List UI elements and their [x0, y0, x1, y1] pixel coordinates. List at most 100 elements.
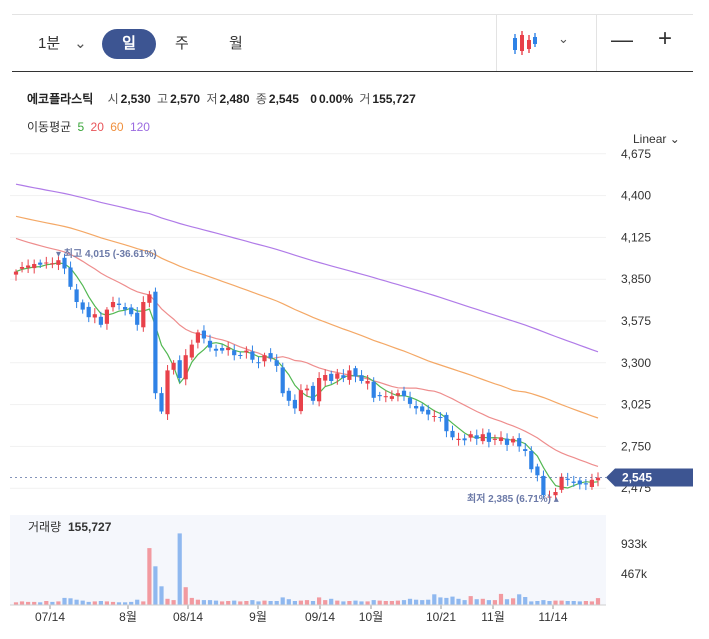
volume-bar [262, 600, 267, 605]
volume-bar [335, 600, 340, 605]
volume-bar [444, 597, 449, 605]
candle-body [238, 355, 243, 356]
volume-bar [159, 586, 164, 605]
volume-bar [571, 601, 576, 605]
scale-selector[interactable]: Linear ⌄ [633, 132, 680, 146]
candle-body [98, 316, 103, 325]
candle-body [165, 370, 170, 415]
candle-body [159, 393, 164, 412]
candle-body [201, 330, 206, 339]
x-tick-label: 11월 [481, 610, 505, 624]
volume-bar [238, 601, 243, 605]
candlestick-type-icon[interactable] [512, 29, 538, 57]
ma-60-line [15, 215, 599, 419]
candle-body [129, 307, 134, 315]
candle-body [274, 360, 279, 366]
candle-body [389, 396, 394, 399]
ma-20-line [15, 237, 599, 467]
volume-bar [504, 599, 510, 605]
zoom-in-icon[interactable]: + [658, 25, 673, 52]
volume-bar [547, 601, 552, 605]
volume-bar [147, 548, 152, 605]
candle-body [474, 435, 479, 439]
interval-selector[interactable]: 1분 ⌄ [38, 29, 87, 59]
volume-bar [347, 601, 352, 605]
volume-bar [19, 601, 25, 605]
x-tick-label: 08/14 [173, 610, 203, 624]
tab-day[interactable]: 일 [102, 29, 156, 59]
volume-bar [414, 599, 419, 605]
candle-body [310, 385, 316, 401]
ma-5-line [15, 262, 599, 489]
volume-bar [323, 600, 328, 605]
volume-bar [468, 596, 473, 605]
candle-body [498, 437, 504, 441]
chevron-down-icon: ⌄ [669, 132, 680, 146]
volume-bar [286, 599, 291, 605]
volume-bar [280, 597, 285, 605]
volume-bar [359, 601, 364, 605]
volume-value: 155,727 [372, 92, 416, 106]
candle-body [189, 344, 194, 358]
volume-bar [462, 600, 467, 605]
volume-bar [201, 600, 206, 605]
volume-bar [541, 600, 546, 605]
toolbar-divider [596, 15, 597, 71]
y-tick-label: 3,300 [621, 356, 651, 370]
x-tick-label: 09/14 [305, 610, 335, 624]
volume-title: 거래량 [28, 520, 61, 534]
volume-bar [80, 600, 85, 605]
candle-body [323, 375, 328, 381]
x-tick-label: 11/14 [538, 610, 567, 624]
candle-body [177, 360, 182, 378]
volume-bar [535, 601, 540, 605]
candle-body [420, 406, 425, 412]
change-pct: 0.00% [318, 92, 353, 106]
volume-bar [426, 599, 431, 605]
volume-bar [56, 601, 61, 605]
chevron-down-icon: ⌄ [74, 35, 87, 52]
volume-bar [220, 601, 225, 605]
candle-body [329, 373, 334, 381]
volume-bar [486, 600, 491, 605]
volume-bar [407, 598, 413, 605]
candle-body [171, 362, 176, 370]
volume-bar [371, 600, 376, 605]
candle-body [38, 262, 43, 265]
volume-bar [68, 598, 73, 605]
candle-body [123, 307, 128, 310]
y-tick-label: 3,025 [621, 398, 651, 412]
candle-body [383, 396, 388, 398]
candle-body [141, 302, 146, 328]
candle-body [68, 267, 73, 287]
candle-body [365, 381, 370, 384]
volume-bar [74, 599, 79, 605]
volume-total: 155,727 [68, 520, 112, 534]
volume-bar [129, 601, 134, 605]
open-label: 시 [107, 92, 119, 106]
volume-bar [310, 601, 316, 605]
candle-body [341, 375, 346, 378]
moving-average-legend[interactable]: 이동평균 5 20 60 120 [27, 118, 150, 135]
x-tick-label: 8월 [119, 610, 137, 624]
volume-bar [595, 598, 601, 605]
candle-body [153, 291, 158, 394]
candle-body [250, 351, 255, 360]
volume-bar [250, 600, 255, 605]
zoom-out-icon[interactable]: — [611, 27, 633, 52]
tab-week[interactable]: 주 [175, 35, 189, 52]
chart-toolbar: 1분 ⌄ 일 주 월 ⌄ — + [12, 14, 693, 72]
ma-120-line [15, 183, 599, 353]
volume-bar [317, 597, 322, 605]
tab-month[interactable]: 월 [229, 35, 243, 52]
candle-body [535, 466, 540, 476]
chevron-down-icon[interactable]: ⌄ [558, 31, 569, 46]
volume-bar [274, 601, 279, 605]
toolbar-divider [496, 15, 497, 71]
volume-bar [365, 601, 370, 605]
candle-body [444, 414, 449, 432]
candle-body [511, 438, 516, 443]
volume-bar [92, 601, 97, 605]
candle-body [110, 302, 116, 308]
